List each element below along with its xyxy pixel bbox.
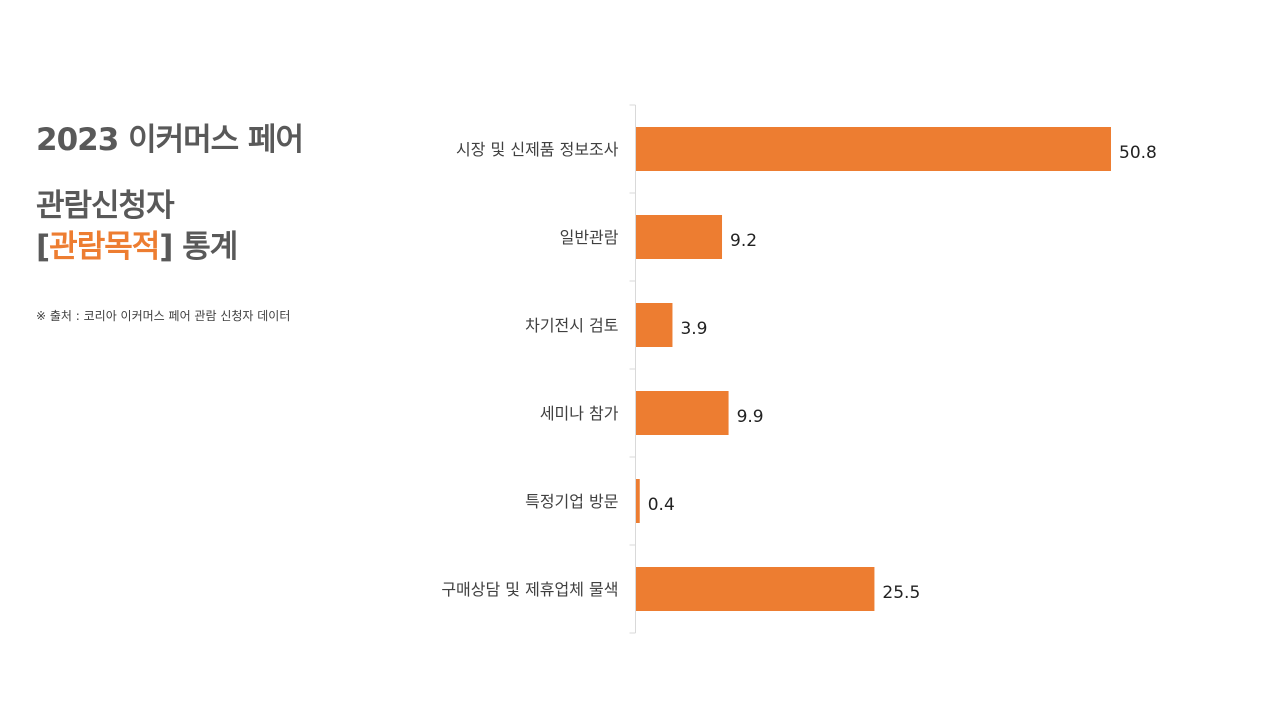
- subtitle-highlight: 관람목적: [49, 228, 160, 265]
- bar: [636, 127, 1111, 171]
- subtitle-suffix: 통계: [172, 228, 238, 265]
- page-subtitle: 관람신청자 [관람목적] 통계: [36, 186, 376, 267]
- page-title: 2023 이커머스 페어: [36, 122, 304, 158]
- subtitle-line2: [관람목적] 통계: [36, 227, 376, 267]
- category-label: 차기전시 검토: [525, 316, 618, 335]
- category-label: 구매상담 및 제휴업체 물색: [441, 580, 618, 599]
- data-label: 25.5: [882, 583, 920, 603]
- data-label: 0.4: [648, 495, 675, 515]
- data-label: 3.9: [680, 319, 707, 339]
- data-label: 9.9: [737, 407, 764, 427]
- bar: [636, 479, 640, 523]
- bar: [636, 567, 875, 611]
- bracket-close: ]: [159, 228, 173, 265]
- subtitle-line1: 관람신청자: [36, 188, 175, 225]
- bracket-open: [: [36, 228, 50, 265]
- bar: [636, 303, 673, 347]
- bar: [636, 391, 729, 435]
- category-label: 시장 및 신제품 정보조사: [456, 140, 619, 159]
- source-note: ※ 출처 : 코리아 이커머스 페어 관람 신청자 데이터: [36, 308, 291, 323]
- heading-panel: 2023 이커머스 페어 관람신청자 [관람목적] 통계 ※ 출처 : 코리아 …: [36, 120, 376, 324]
- category-label: 일반관람: [560, 228, 619, 247]
- category-label: 세미나 참가: [540, 404, 619, 423]
- data-label: 9.2: [730, 231, 757, 251]
- data-label: 50.8: [1119, 143, 1157, 163]
- bar: [636, 215, 723, 259]
- category-label: 특정기업 방문: [525, 492, 618, 511]
